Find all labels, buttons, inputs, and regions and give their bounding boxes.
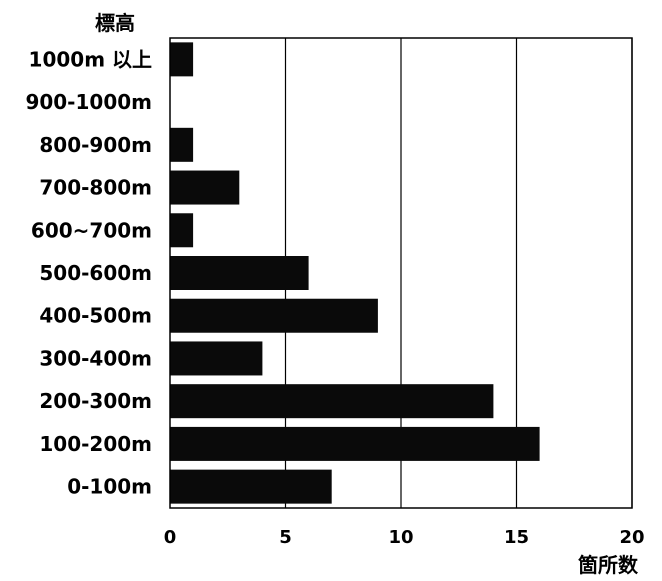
bar-6 — [170, 298, 378, 333]
axes — [169, 37, 633, 509]
x-tick-label-3: 15 — [504, 527, 529, 548]
category-labels: 1000m 以上 900-1000m 800-900m 700-800m 600~700… — [25, 47, 152, 498]
x-tick-label-4: 20 — [619, 527, 644, 548]
category-label-10: 0-100m — [67, 475, 152, 499]
category-label-9: 100-200m — [39, 432, 152, 456]
bar-8 — [170, 384, 494, 419]
category-label-3: 700-800m — [39, 176, 152, 200]
bar-9 — [170, 426, 540, 461]
category-label-7: 300-400m — [39, 346, 152, 370]
category-label-0: 1000m 以上 — [29, 47, 152, 71]
plot-frame — [169, 37, 633, 509]
category-label-8: 200-300m — [39, 389, 152, 413]
category-label-5: 500-600m — [39, 261, 152, 285]
bar-3 — [170, 170, 240, 205]
bars — [170, 42, 540, 504]
bar-4 — [170, 213, 194, 248]
category-label-6: 400-500m — [39, 304, 152, 328]
bar-10 — [170, 469, 332, 504]
x-tick-label-1: 5 — [279, 527, 292, 548]
category-label-2: 800-900m — [39, 133, 152, 157]
bar-5 — [170, 256, 309, 290]
x-axis-title: 箇所数 — [578, 553, 639, 577]
bar-0 — [170, 42, 194, 77]
x-tick-labels: 0 5 10 15 20 — [164, 527, 645, 548]
category-label-1: 900-1000m — [25, 90, 152, 114]
bar-7 — [170, 341, 263, 376]
y-axis-title: 標高 — [95, 11, 135, 35]
category-label-4: 600~700m — [31, 218, 152, 242]
x-tick-label-2: 10 — [388, 527, 413, 548]
bar-2 — [170, 127, 194, 162]
x-tick-label-0: 0 — [164, 527, 177, 548]
